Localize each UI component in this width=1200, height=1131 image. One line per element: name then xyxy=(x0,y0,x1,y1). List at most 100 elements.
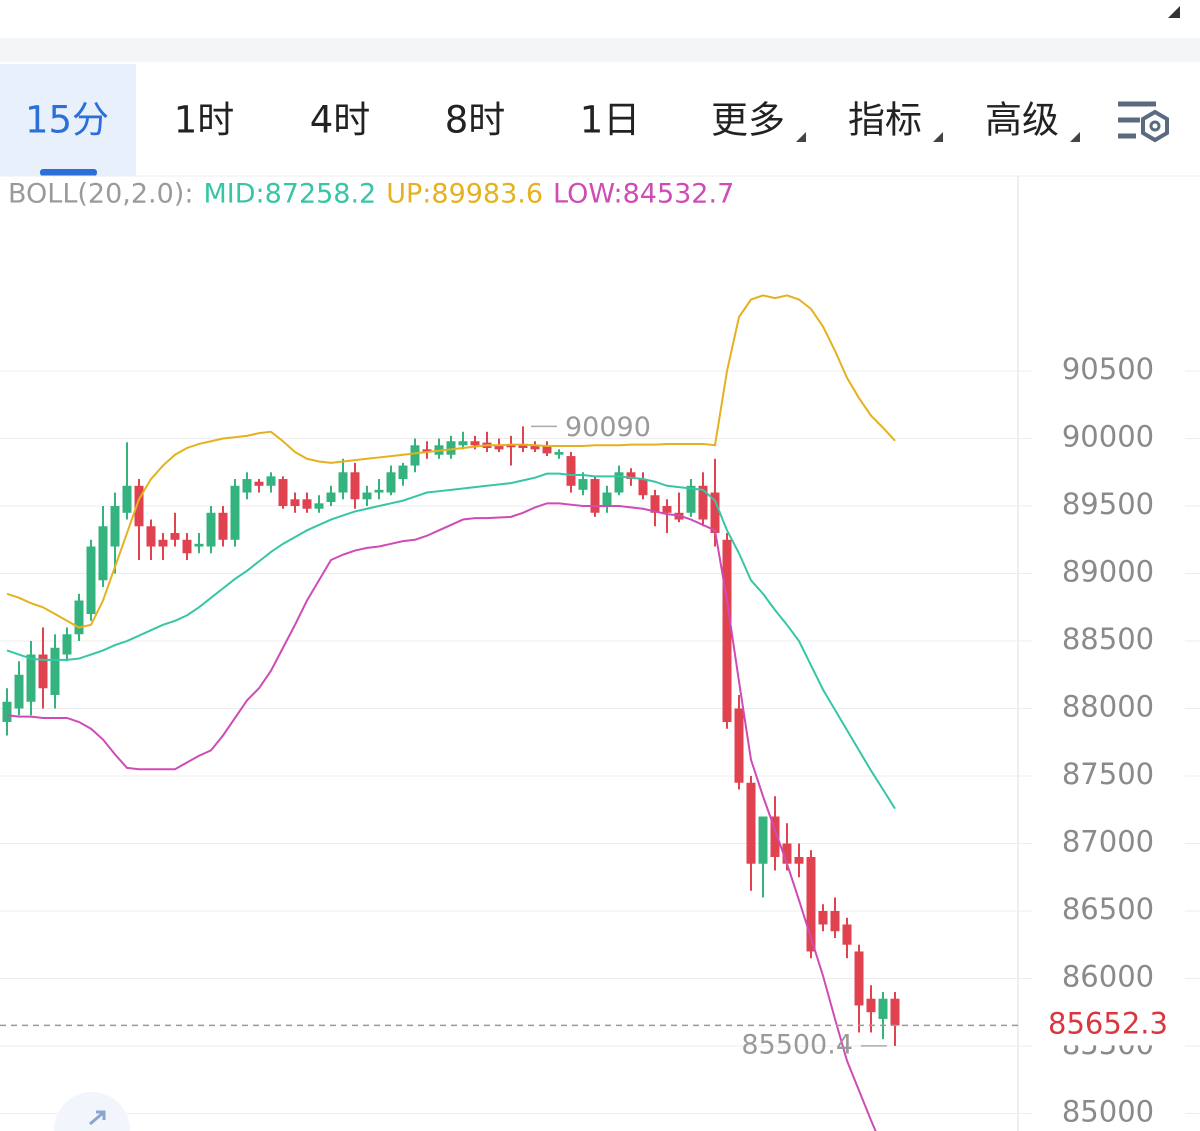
candle-body xyxy=(62,634,72,655)
tab-bar xyxy=(0,62,1200,176)
y-tick-label: 86000 xyxy=(1062,959,1154,993)
candle-body xyxy=(122,485,132,513)
tab[interactable]: 更多 xyxy=(711,99,785,142)
y-tick-label: 89000 xyxy=(1062,555,1154,589)
chart-settings-icon[interactable] xyxy=(1118,101,1169,143)
candle-body xyxy=(518,443,528,448)
legend-entry: LOW:84532.7 xyxy=(553,179,734,210)
candle-body xyxy=(374,489,384,493)
candle-body xyxy=(146,526,156,547)
candle-body xyxy=(626,472,636,480)
tabs: 15分 1时 4时 8时 1日 更多 指标 高级 xyxy=(25,99,1080,142)
active-tab-indicator xyxy=(40,169,97,176)
candle-body xyxy=(410,445,420,466)
tab[interactable]: 4时 xyxy=(310,99,371,142)
y-tick-label: 90000 xyxy=(1062,420,1154,454)
candle-body xyxy=(494,445,504,450)
candle-body xyxy=(746,782,756,864)
candle-body xyxy=(782,843,792,864)
candle-body xyxy=(2,701,12,723)
float-button[interactable] xyxy=(54,1092,130,1131)
candle-body xyxy=(86,546,96,615)
candle-body xyxy=(470,441,480,446)
candle-body xyxy=(338,472,348,493)
candle-body xyxy=(98,526,108,581)
max-label: 90090 xyxy=(565,412,651,443)
legend-entry: MID:87258.2 xyxy=(203,179,376,210)
dropdown-arrow xyxy=(933,132,943,142)
candle-body xyxy=(698,485,708,520)
last-price-label: 85652.3 xyxy=(1048,1006,1168,1040)
candle-body xyxy=(542,445,552,454)
tab[interactable]: 1时 xyxy=(174,99,235,142)
candle-body xyxy=(866,998,876,1013)
grid xyxy=(0,370,1200,1114)
candle-body xyxy=(134,485,144,527)
candle-body xyxy=(650,495,660,513)
candle-body xyxy=(158,539,168,547)
y-tick-label: 90500 xyxy=(1062,352,1154,386)
candle-body xyxy=(326,492,336,502)
candle-body xyxy=(38,654,48,689)
tab[interactable]: 高级 xyxy=(985,99,1059,142)
dropdown-arrow xyxy=(796,132,806,142)
candle-body xyxy=(206,512,216,547)
candle-body xyxy=(818,910,828,925)
y-tick-label: 87500 xyxy=(1062,757,1154,791)
candle-body xyxy=(230,485,240,540)
candle-body xyxy=(26,654,36,702)
candle-body xyxy=(422,449,432,453)
float-button-icon xyxy=(89,1110,106,1126)
candle-body xyxy=(806,856,816,952)
candle-body xyxy=(302,499,312,509)
candle-body xyxy=(218,512,228,540)
y-axis: 8500085500860008650087000875008800088500… xyxy=(1062,352,1154,1128)
candle-body xyxy=(314,503,324,509)
candle-body xyxy=(110,506,120,547)
active-tab-bg xyxy=(0,64,136,176)
candle-body xyxy=(458,441,468,446)
candle-body xyxy=(686,485,696,513)
candle-body xyxy=(290,499,300,507)
candle-body xyxy=(398,465,408,480)
candle-body xyxy=(182,539,192,554)
separator xyxy=(0,38,1200,62)
candle-body xyxy=(266,476,276,486)
min-label: 85500.4 xyxy=(741,1029,853,1060)
tab[interactable]: 指标 xyxy=(848,99,922,142)
candle-body xyxy=(662,506,672,513)
candle-body xyxy=(350,472,360,500)
candle-body xyxy=(734,708,744,783)
candle-body xyxy=(842,924,852,945)
candle-body xyxy=(638,479,648,496)
candle-body xyxy=(14,674,24,709)
y-tick-label: 88500 xyxy=(1062,622,1154,656)
candle-body xyxy=(194,543,204,547)
status-bar xyxy=(0,0,1200,38)
indicator-label: BOLL(20,2.0): xyxy=(8,179,193,210)
last-price-bg xyxy=(1022,1005,1200,1046)
candle-body xyxy=(878,998,888,1019)
candle-body xyxy=(386,472,396,493)
y-tick-label: 88000 xyxy=(1062,690,1154,724)
candle-body xyxy=(722,539,732,723)
band-line xyxy=(6,502,877,1131)
tab[interactable]: 15分 xyxy=(25,99,109,142)
y-tick-label: 85000 xyxy=(1062,1094,1154,1128)
tab[interactable]: 8时 xyxy=(445,99,506,142)
candle-body xyxy=(242,479,252,493)
y-tick-label: 86500 xyxy=(1062,892,1154,926)
candle-body xyxy=(854,951,864,1006)
candle-body xyxy=(506,445,516,448)
candle-body xyxy=(446,441,456,455)
candle-body xyxy=(890,998,900,1026)
corner-icon xyxy=(1168,6,1180,18)
annotations: 85652.3 90090 85500.4 xyxy=(0,412,1200,1060)
tab[interactable]: 1日 xyxy=(580,99,641,142)
candle-body xyxy=(794,856,804,864)
candle-body xyxy=(614,472,624,493)
candle-body xyxy=(710,492,720,534)
candle-body xyxy=(554,452,564,455)
candle-body xyxy=(770,816,780,857)
candle-body xyxy=(590,479,600,513)
